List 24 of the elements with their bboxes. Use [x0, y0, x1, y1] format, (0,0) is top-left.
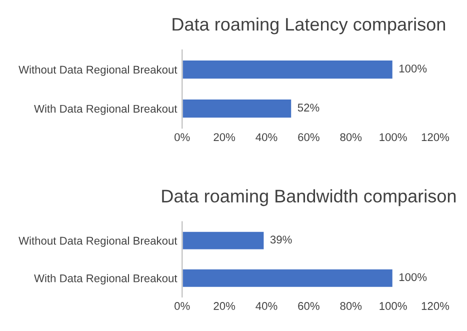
- x-tick-label: 40%: [256, 302, 278, 310]
- y-tick-label: Without Data Regional Breakout: [18, 236, 178, 247]
- x-tick-label: 60%: [298, 302, 320, 310]
- data-label: 39%: [270, 236, 292, 244]
- data-label: 100%: [399, 64, 427, 72]
- x-tick-label: 120%: [422, 302, 450, 310]
- y-tick-label: With Data Regional Breakout: [34, 274, 178, 284]
- chart-title: Data roaming Latency comparison: [172, 17, 446, 34]
- chart-title: Data roaming Bandwidth comparison: [162, 189, 456, 206]
- x-tick-label: 60%: [298, 133, 320, 142]
- y-tick-label: Without Data Regional Breakout: [18, 65, 178, 76]
- x-tick-label: 100%: [380, 133, 407, 142]
- data-label: 52%: [298, 104, 320, 112]
- x-tick-label: 100%: [380, 302, 407, 310]
- x-tick-label: 20%: [214, 302, 236, 310]
- x-tick-label: 80%: [340, 133, 362, 142]
- y-tick-label: With Data Regional Breakout: [34, 104, 178, 115]
- x-tick-label: 20%: [214, 133, 236, 142]
- x-tick-label: 0%: [174, 302, 190, 310]
- x-tick-label: 0%: [174, 133, 190, 142]
- x-tick-label: 120%: [422, 133, 450, 142]
- x-tick-label: 80%: [340, 302, 362, 310]
- x-tick-label: 40%: [256, 133, 278, 142]
- data-label: 100%: [399, 273, 427, 282]
